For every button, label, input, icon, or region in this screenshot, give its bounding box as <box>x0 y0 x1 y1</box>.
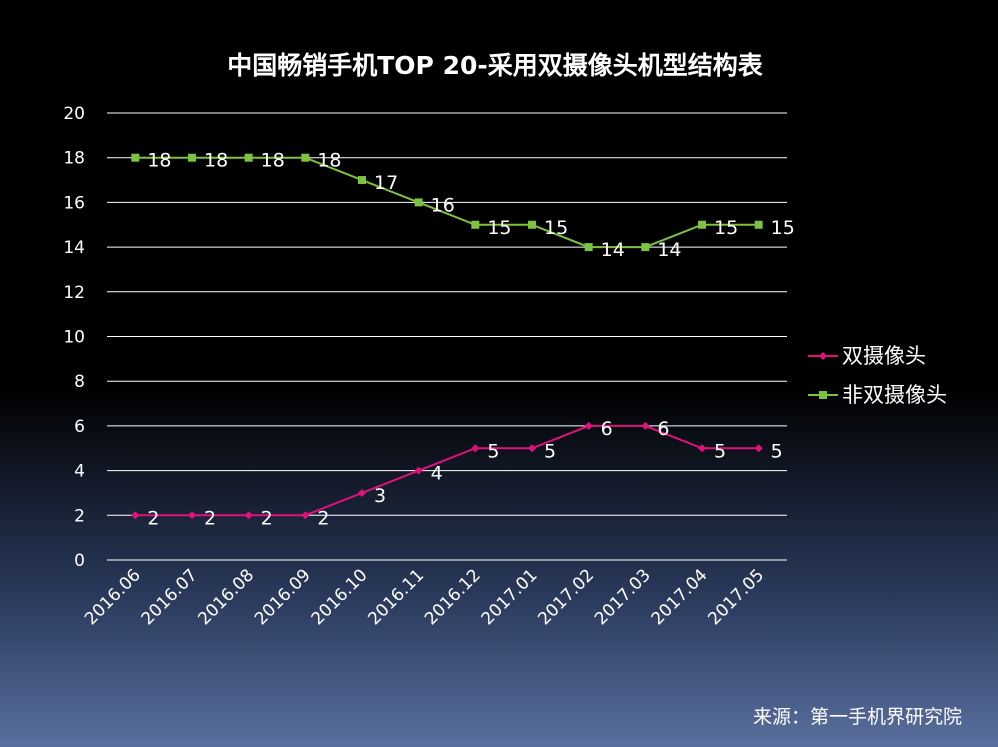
data-point <box>471 220 480 229</box>
data-point <box>754 220 763 229</box>
y-tick-label: 4 <box>74 462 85 482</box>
source-note: 来源：第一手机界研究院 <box>753 706 962 728</box>
data-label: 2 <box>261 507 273 529</box>
data-point <box>584 243 593 252</box>
data-point <box>698 444 706 453</box>
data-point <box>584 421 593 430</box>
data-point <box>528 444 536 453</box>
chart-title: 中国畅销手机TOP 20-采用双摄像头机型结构表 <box>227 51 763 80</box>
data-label: 15 <box>771 217 795 239</box>
legend-label: 双摄像头 <box>842 344 926 368</box>
data-point <box>528 220 536 229</box>
data-label: 18 <box>317 150 341 172</box>
x-tick-label: 2016.10 <box>308 565 372 629</box>
data-point <box>301 511 310 520</box>
data-point <box>641 243 650 252</box>
data-label: 18 <box>204 150 228 172</box>
y-tick-label: 6 <box>74 417 85 437</box>
x-tick-label: 2017.04 <box>648 565 712 629</box>
data-point <box>754 444 763 453</box>
data-point <box>244 511 253 520</box>
y-tick-label: 10 <box>63 328 85 348</box>
data-point <box>358 488 366 497</box>
data-label: 5 <box>544 440 556 462</box>
data-label: 14 <box>601 239 625 261</box>
data-point <box>188 153 196 162</box>
data-label: 18 <box>261 150 285 172</box>
y-tick-label: 8 <box>74 372 85 392</box>
data-point <box>301 153 310 162</box>
x-tick-label: 2016.09 <box>251 565 315 629</box>
data-label: 6 <box>601 418 613 440</box>
legend-marker <box>819 352 827 360</box>
x-tick-label: 2017.05 <box>704 565 768 629</box>
data-point <box>641 421 650 430</box>
data-label: 4 <box>431 463 443 485</box>
series-line-2 <box>135 156 759 249</box>
data-label: 16 <box>431 194 455 216</box>
data-point <box>244 153 253 162</box>
x-tick-label: 2017.03 <box>591 565 655 629</box>
data-labels: 2 2 2 2 3 4 5 5 6 6 5 5 18 18 18 18 17 16 15 15 14 14 15 15 <box>147 150 795 530</box>
data-label: 15 <box>487 217 511 239</box>
legend-label: 非双摄像头 <box>842 383 947 407</box>
data-point <box>471 444 480 453</box>
y-axis-ticks: 0 2 4 6 8 10 12 14 16 18 20 <box>63 104 85 571</box>
data-point <box>358 176 366 185</box>
data-point <box>131 153 140 162</box>
y-tick-label: 18 <box>63 149 85 169</box>
x-tick-label: 2016.06 <box>81 565 145 629</box>
data-label: 5 <box>771 440 783 462</box>
x-tick-label: 2016.08 <box>194 565 258 629</box>
data-label: 15 <box>544 217 568 239</box>
data-label: 15 <box>714 217 738 239</box>
y-tick-label: 0 <box>74 551 85 571</box>
data-label: 6 <box>657 418 669 440</box>
data-point <box>188 511 196 520</box>
x-tick-label: 2017.01 <box>478 565 542 629</box>
data-point <box>414 466 423 475</box>
data-label: 2 <box>147 507 159 529</box>
data-label: 5 <box>487 440 499 462</box>
x-tick-label: 2016.07 <box>138 565 202 629</box>
data-label: 3 <box>374 485 386 507</box>
x-tick-label: 2016.11 <box>364 565 428 629</box>
legend-marker <box>819 391 827 399</box>
y-tick-label: 16 <box>63 193 85 213</box>
x-tick-label: 2016.12 <box>421 565 485 629</box>
series-line-1 <box>135 424 759 517</box>
grid <box>107 112 787 561</box>
y-tick-label: 20 <box>63 104 85 124</box>
y-tick-label: 14 <box>63 238 85 258</box>
data-point <box>131 511 140 520</box>
series-group <box>131 153 763 520</box>
data-label: 2 <box>204 507 216 529</box>
y-tick-label: 12 <box>63 283 85 303</box>
data-label: 2 <box>317 507 329 529</box>
x-axis-ticks: 2016.062016.072016.082016.092016.102016.… <box>81 565 768 629</box>
data-label: 14 <box>657 239 681 261</box>
x-tick-label: 2017.02 <box>534 565 598 629</box>
data-label: 18 <box>147 150 171 172</box>
data-point <box>698 220 706 229</box>
data-label: 17 <box>374 172 398 194</box>
data-label: 5 <box>714 440 726 462</box>
data-point <box>414 198 423 207</box>
y-tick-label: 2 <box>74 506 85 526</box>
